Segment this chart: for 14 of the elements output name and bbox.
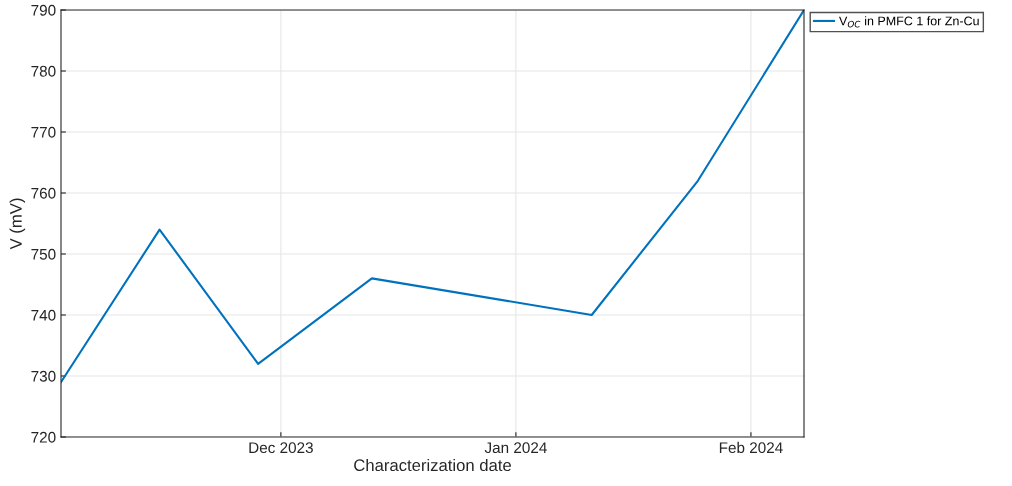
y-tick-label: 780 <box>31 65 56 77</box>
legend-label: V$_{OC}$ in PMFC 1 for Zn-Cu <box>839 16 979 28</box>
y-tick-label: 760 <box>31 187 56 199</box>
x-tick-label: Feb 2024 <box>719 441 783 454</box>
y-tick-label: 750 <box>31 248 56 260</box>
x-tick-label: Dec 2023 <box>249 442 313 454</box>
y-tick-label: 720 <box>31 431 56 443</box>
x-axis-title: Characterization date <box>354 458 511 472</box>
y-tick-label: 730 <box>31 370 56 382</box>
y-tick-label: 790 <box>31 4 56 16</box>
x-tick-label: Jan 2024 <box>484 442 547 454</box>
y-axis-title: V (mV) <box>9 198 26 250</box>
y-tick-label: 740 <box>31 309 56 321</box>
y-tick-label: 770 <box>31 126 56 138</box>
